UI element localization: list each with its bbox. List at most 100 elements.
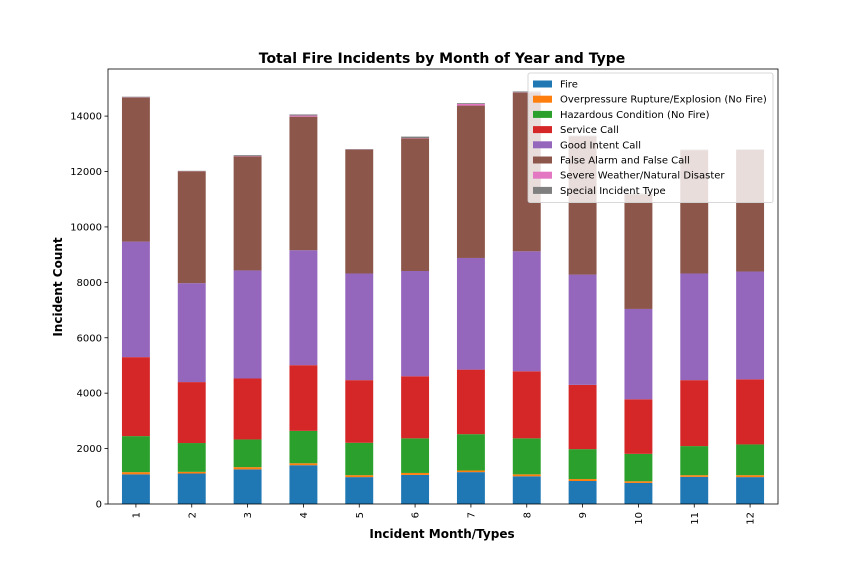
- bar-month-7-series-0: [457, 472, 485, 504]
- legend-swatch-3: [533, 126, 552, 133]
- bar-month-6-series-4: [401, 271, 429, 376]
- bar-month-6-series-0: [401, 475, 429, 504]
- legend-label-5: False Alarm and False Call: [560, 156, 690, 167]
- bar-month-1-series-4: [122, 242, 150, 358]
- bar-month-10-series-0: [624, 483, 652, 504]
- bar-month-7-series-2: [457, 434, 485, 470]
- x-tick-label: 5: [355, 512, 366, 518]
- x-tick-label: 9: [578, 512, 589, 518]
- bar-month-7-series-1: [457, 470, 485, 472]
- x-tick-label: 2: [187, 512, 198, 518]
- x-tick-label: 10: [634, 512, 645, 525]
- bar-month-4-series-4: [289, 250, 317, 365]
- chart-title: Total Fire Incidents by Month of Year an…: [259, 51, 625, 67]
- bar-month-2-series-1: [178, 472, 206, 474]
- legend-label-1: Overpressure Rupture/Explosion (No Fire): [560, 95, 767, 106]
- y-tick-label: 14000: [70, 112, 102, 123]
- bar-month-9-series-1: [569, 479, 597, 481]
- y-tick-label: 10000: [70, 222, 102, 233]
- bar-month-2-series-0: [178, 474, 206, 504]
- y-tick-label: 12000: [70, 167, 102, 178]
- bar-month-9-series-2: [569, 449, 597, 479]
- bar-month-7-series-6: [457, 104, 485, 106]
- y-tick-label: 0: [96, 500, 102, 511]
- x-tick-label: 4: [299, 512, 310, 518]
- y-axis-label: Incident Count: [51, 237, 65, 337]
- bar-month-8-series-0: [513, 476, 541, 504]
- bar-month-2-series-3: [178, 382, 206, 443]
- bar-month-1-series-2: [122, 436, 150, 472]
- legend-box: [528, 73, 773, 203]
- bar-month-3-series-4: [234, 270, 262, 378]
- bar-month-1-series-0: [122, 474, 150, 504]
- bar-month-6-series-5: [401, 138, 429, 271]
- legend-swatch-7: [533, 187, 552, 194]
- bar-month-3-series-2: [234, 439, 262, 467]
- bar-month-10-series-5: [624, 194, 652, 309]
- bar-month-8-series-2: [513, 438, 541, 474]
- bar-month-2-series-5: [178, 171, 206, 283]
- bar-month-4-series-1: [289, 463, 317, 465]
- bar-month-4-series-5: [289, 117, 317, 251]
- legend-swatch-0: [533, 81, 552, 88]
- bar-month-9-series-0: [569, 481, 597, 504]
- bar-month-6-series-1: [401, 473, 429, 475]
- legend-label-6: Severe Weather/Natural Disaster: [560, 171, 725, 182]
- bar-month-9-series-4: [569, 275, 597, 385]
- bar-month-2-series-2: [178, 443, 206, 472]
- bar-month-12-series-2: [736, 444, 764, 475]
- legend-label-3: Service Call: [560, 125, 619, 136]
- bar-month-1-series-1: [122, 472, 150, 474]
- bar-month-5-series-4: [345, 273, 373, 380]
- bar-month-10-series-4: [624, 309, 652, 399]
- bar-month-12-series-4: [736, 272, 764, 380]
- bar-month-2-series-4: [178, 283, 206, 382]
- legend-label-7: Special Incident Type: [560, 186, 666, 197]
- bar-month-8-series-3: [513, 371, 541, 438]
- bar-month-6-series-3: [401, 376, 429, 438]
- bar-month-1-series-3: [122, 357, 150, 436]
- bar-month-11-series-0: [680, 477, 708, 504]
- bar-month-11-series-4: [680, 273, 708, 380]
- x-tick-label: 11: [690, 512, 701, 525]
- bar-month-4-series-3: [289, 365, 317, 431]
- bar-month-3-series-7: [234, 155, 262, 156]
- bar-month-5-series-2: [345, 443, 373, 475]
- bar-month-3-series-1: [234, 467, 262, 469]
- y-tick-label: 2000: [77, 444, 102, 455]
- bar-month-11-series-2: [680, 446, 708, 475]
- bar-month-7-series-7: [457, 103, 485, 104]
- bar-month-3-series-3: [234, 378, 262, 439]
- bar-month-9-series-3: [569, 385, 597, 449]
- bar-month-7-series-4: [457, 258, 485, 370]
- legend-label-2: Hazardous Condition (No Fire): [560, 110, 710, 121]
- bar-month-5-series-0: [345, 477, 373, 504]
- bar-month-10-series-2: [624, 454, 652, 481]
- legend-swatch-4: [533, 141, 552, 148]
- bar-month-7-series-5: [457, 106, 485, 258]
- x-tick-label: 1: [131, 512, 142, 518]
- bar-month-5-series-3: [345, 380, 373, 443]
- bar-month-4-series-2: [289, 431, 317, 463]
- x-axis-label: Incident Month/Types: [369, 527, 514, 541]
- bar-month-12-series-3: [736, 379, 764, 444]
- bar-month-8-series-4: [513, 251, 541, 371]
- legend-label-0: Fire: [560, 80, 578, 91]
- bar-month-7-series-3: [457, 370, 485, 435]
- bar-month-5-series-5: [345, 150, 373, 274]
- bar-month-4-series-7: [289, 114, 317, 115]
- y-tick-label: 6000: [77, 333, 102, 344]
- bar-month-1-series-7: [122, 97, 150, 98]
- x-tick-label: 7: [466, 512, 477, 518]
- legend-swatch-5: [533, 157, 552, 164]
- bar-month-10-series-3: [624, 399, 652, 454]
- bar-month-12-series-1: [736, 475, 764, 477]
- bar-month-8-series-1: [513, 474, 541, 476]
- bar-month-4-series-0: [289, 465, 317, 504]
- x-tick-label: 6: [411, 512, 422, 518]
- bar-month-12-series-0: [736, 477, 764, 504]
- legend-swatch-6: [533, 172, 552, 179]
- bar-month-5-series-1: [345, 475, 373, 477]
